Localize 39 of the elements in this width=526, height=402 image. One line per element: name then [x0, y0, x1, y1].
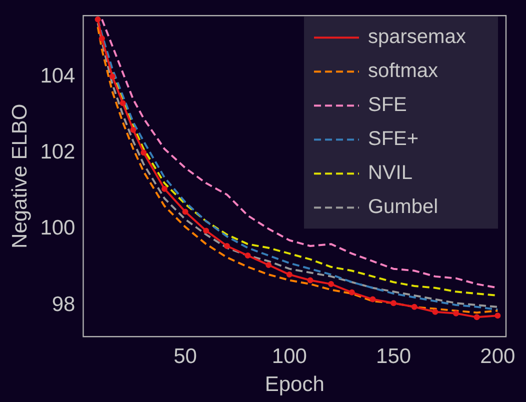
- point: [224, 242, 230, 249]
- legend-label: SFE+: [368, 128, 419, 150]
- point: [203, 228, 210, 234]
- point: [182, 208, 188, 215]
- y-tick-label: 102: [40, 140, 76, 164]
- point: [411, 304, 418, 310]
- point: [266, 262, 272, 268]
- y-tick-label: 98: [52, 292, 76, 316]
- point: [140, 150, 147, 156]
- x-tick-label: 50: [174, 344, 197, 368]
- legend-label: sparsemax: [368, 26, 466, 48]
- point: [286, 272, 292, 278]
- point: [307, 277, 314, 284]
- point: [390, 300, 397, 306]
- point: [161, 186, 168, 192]
- point: [453, 310, 460, 316]
- legend-label: NVIL: [368, 162, 412, 184]
- x-tick-label: 200: [480, 344, 516, 368]
- point: [94, 16, 101, 22]
- point: [370, 296, 376, 302]
- x-tick-label: 100: [272, 344, 307, 368]
- point: [98, 35, 105, 42]
- x-axis-title: Epoch: [264, 373, 324, 396]
- legend-label: Gumbel: [368, 196, 438, 218]
- y-tick-label: 104: [40, 64, 76, 88]
- y-tick-label: 100: [40, 216, 76, 240]
- y-axis-title: Negative ELBO: [8, 104, 32, 248]
- legend-label: SFE: [368, 94, 407, 116]
- point: [474, 314, 480, 320]
- point: [328, 281, 334, 288]
- point: [130, 126, 136, 133]
- point: [109, 74, 116, 80]
- point: [348, 289, 355, 296]
- legend-label: softmax: [368, 60, 438, 82]
- point: [494, 312, 501, 319]
- point: [120, 100, 126, 106]
- point: [432, 308, 438, 315]
- point: [244, 252, 251, 258]
- x-tick-label: 150: [376, 344, 412, 368]
